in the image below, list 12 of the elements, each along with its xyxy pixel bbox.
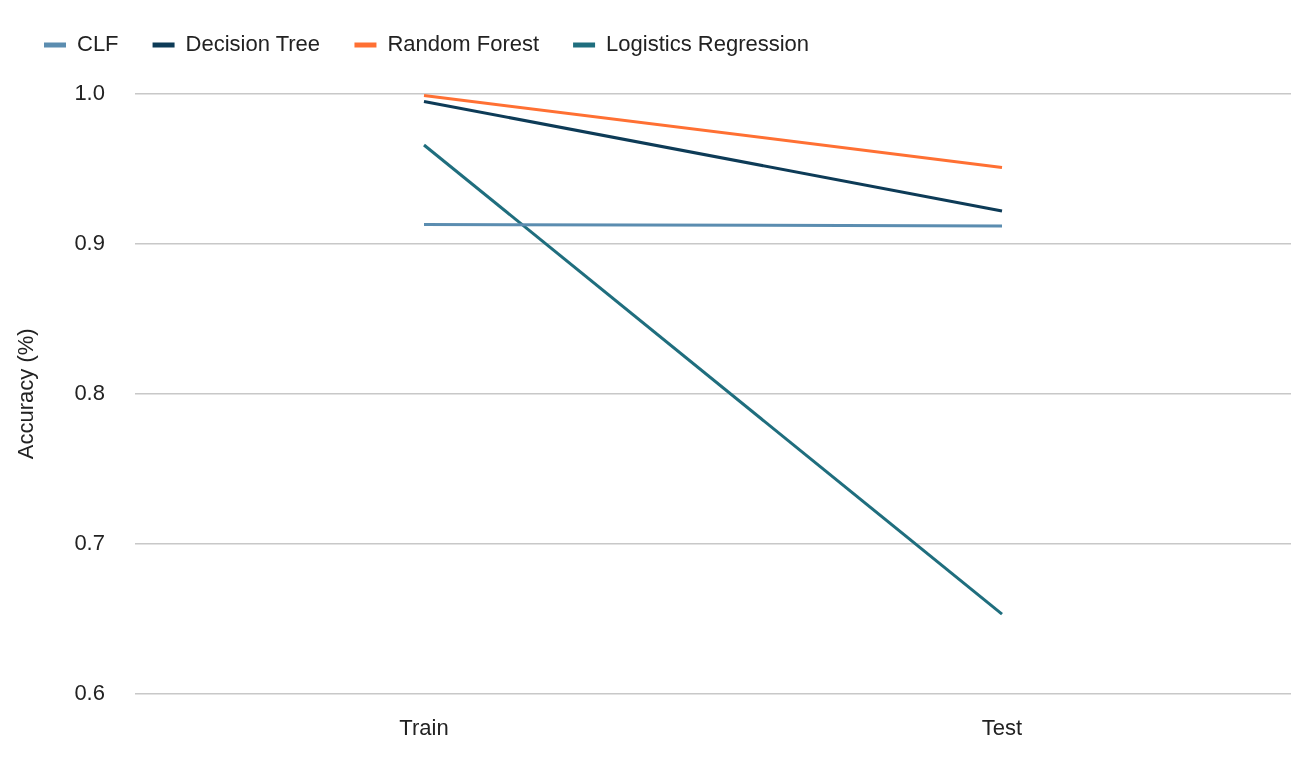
y-tick-label: 1.0 <box>74 80 105 106</box>
legend-label: CLF <box>77 31 119 57</box>
legend-label: Decision Tree <box>185 31 321 57</box>
y-tick-label: 0.9 <box>74 229 105 255</box>
y-tick-label: 0.6 <box>74 679 105 705</box>
y-tick-label: 0.7 <box>74 529 105 555</box>
legend-label: Random Forest <box>387 31 540 57</box>
y-tick-label: 0.8 <box>74 379 105 405</box>
x-tick-label: Test <box>981 714 1023 740</box>
y-axis-title: Accuracy (%) <box>13 328 39 460</box>
x-tick-label: Train <box>399 714 449 740</box>
legend-label: Logistics Regression <box>606 31 810 57</box>
